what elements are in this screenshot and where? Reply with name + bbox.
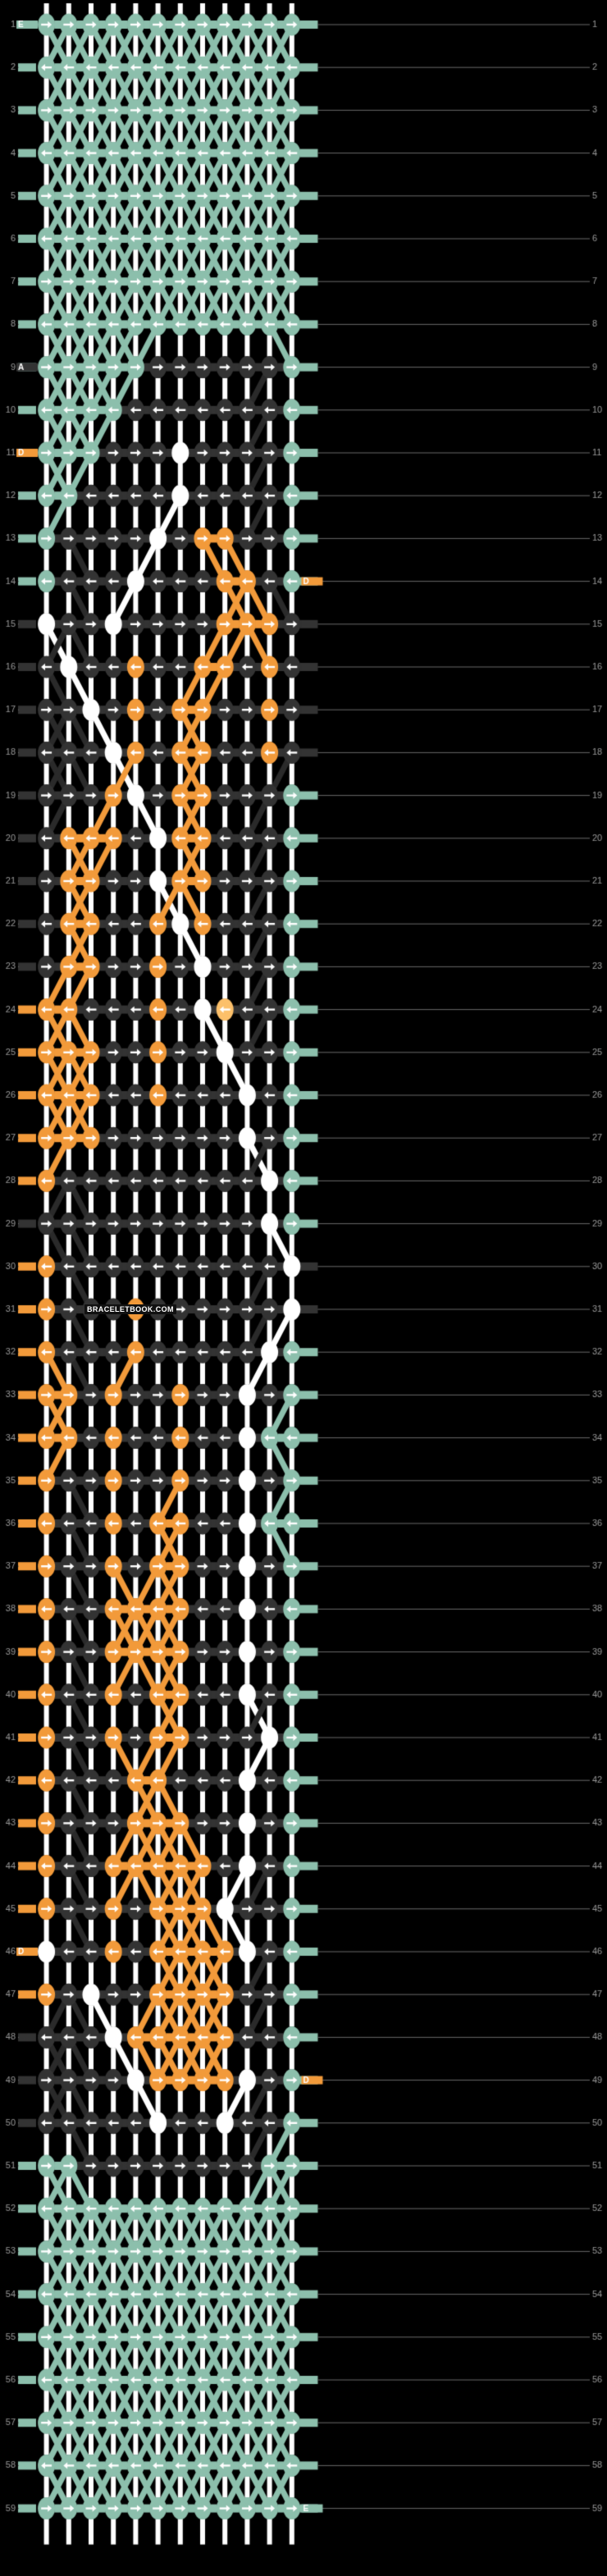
watermark-label: BRACELETBOOK.COM xyxy=(84,1304,176,1314)
